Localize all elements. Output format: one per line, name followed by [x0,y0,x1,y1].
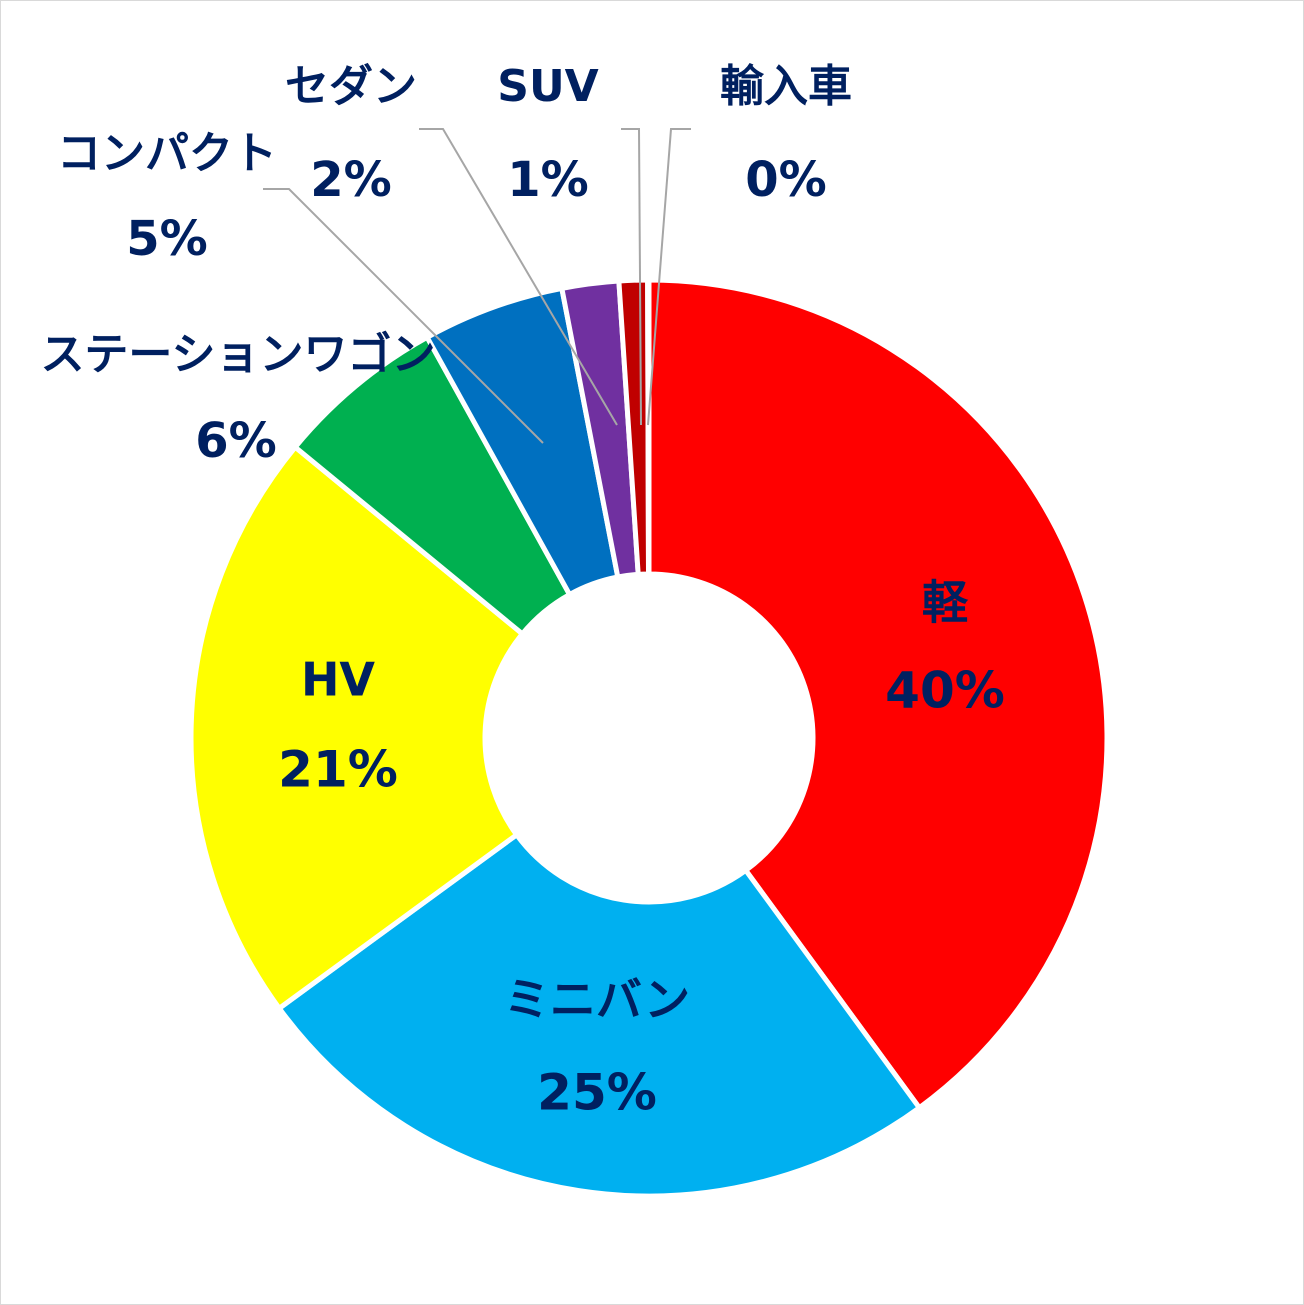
leader-line-import [647,128,691,426]
slice-value-label: 5% [126,211,208,267]
leader-line-compact [263,188,544,444]
slice-import [645,277,652,577]
slice-value-label: 40% [885,662,1005,720]
slice-hv [188,443,526,1012]
labels-group: 軽 40% ミニバン 25% HV 21% ステーションワゴン 6% コンパクト 5% セダン 2% S… [40,61,1004,1122]
slice-value-label: 6% [195,413,277,469]
slice-kei [646,277,1110,1112]
slice-name-label: セダン [285,61,417,112]
slice-name-label: ミニバン [504,973,690,1027]
slice-value-label: 2% [310,152,392,208]
slice-value-label: 0% [745,152,827,208]
slice-name-label: 軽 [922,576,969,630]
slices-group [188,277,1110,1199]
leader-lines-group [263,128,691,444]
slice-minivan [275,831,923,1199]
slice-name-label: SUV [497,61,598,112]
slice-name-label: 輸入車 [720,61,852,112]
slice-value-label: 25% [537,1064,657,1122]
slice-value-label: 21% [278,741,398,799]
slice-name-label: コンパクト [57,128,277,179]
slice-value-label: 1% [507,152,589,208]
slice-name-label: HV [301,653,375,707]
leader-line-suv [621,128,642,426]
slice-name-label: ステーションワゴン [40,329,435,380]
leader-line-sedan [419,128,618,426]
